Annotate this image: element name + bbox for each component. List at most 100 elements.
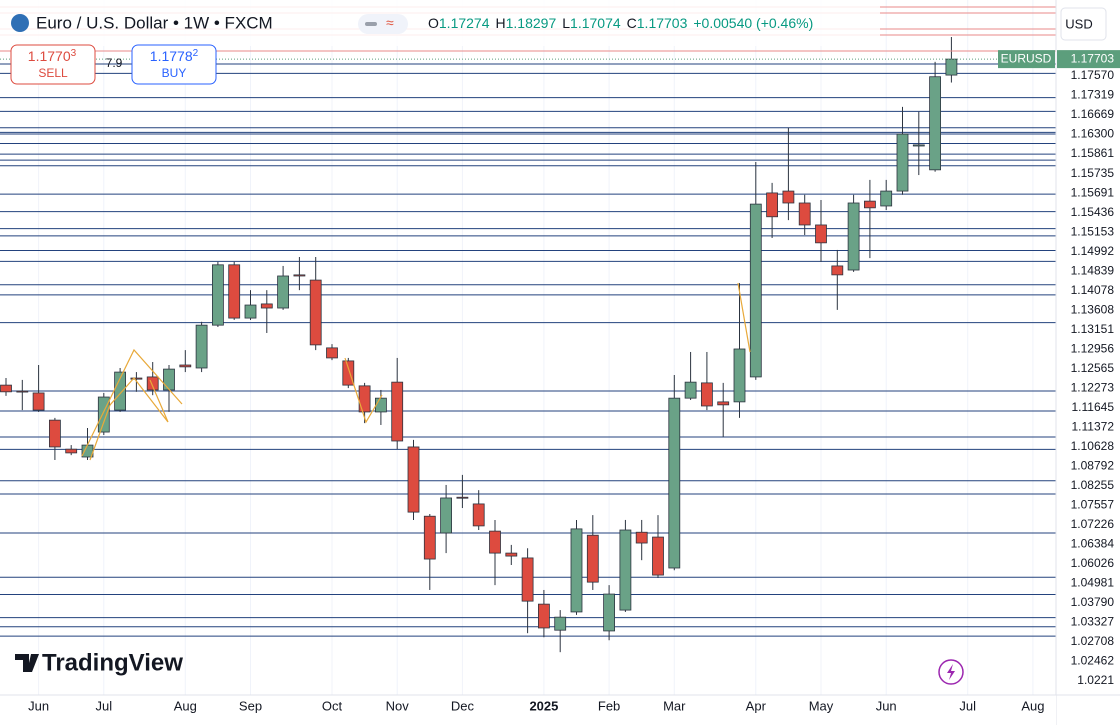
pattern-line [81, 348, 183, 457]
level-label: 1.07557 [1071, 498, 1115, 512]
candle-body [114, 371, 126, 411]
currency[interactable]: USD [1065, 16, 1092, 31]
level-label: 1.17570 [1071, 68, 1115, 82]
x-tick-label: Feb [598, 698, 620, 713]
buy-button[interactable] [131, 44, 217, 85]
x-tick-label: Nov [386, 698, 410, 713]
candle-body [358, 385, 371, 413]
buy-price[interactable]: 1.17782 [150, 48, 199, 64]
candle-body [619, 529, 632, 611]
currency-button[interactable] [1060, 7, 1107, 41]
candle-body [130, 377, 143, 380]
ohlc-key: O [428, 15, 439, 31]
logo-text: TradingView [42, 649, 183, 676]
logo-mark [15, 654, 39, 672]
x-tick-label: Apr [746, 698, 767, 713]
level-label: 1.17319 [1071, 88, 1115, 102]
x-tick-label: Mar [663, 698, 686, 713]
x-tick-label: Aug [1021, 698, 1044, 713]
candle-body [309, 279, 322, 346]
level-label: 1.16300 [1071, 127, 1115, 141]
level-label: 1.03790 [1071, 595, 1115, 609]
candle-body [929, 76, 941, 171]
x-tick-label: Sep [239, 698, 262, 713]
level-label: 1.12956 [1071, 341, 1115, 355]
candle-body [179, 364, 192, 368]
candle-body [146, 376, 159, 391]
level-label: 1.13608 [1071, 302, 1115, 316]
symbol-title[interactable]: Euro / U.S. Dollar • 1W • FXCM [36, 13, 273, 32]
x-tick-label: Dec [451, 698, 475, 713]
candle-body [815, 224, 827, 244]
candle-body [505, 552, 518, 557]
overlay: EURUSD 1.17703 [998, 50, 1120, 69]
candle-body [0, 384, 12, 393]
candle-body [32, 392, 45, 411]
candle-body [831, 265, 844, 276]
header-bg [0, 0, 880, 46]
x-tick-label: Jun [876, 698, 897, 713]
x-tick-label: Jul [95, 698, 112, 713]
level-label: 1.11645 [1072, 400, 1115, 414]
sell-price-sup: 3 [71, 48, 77, 59]
candle-body [195, 324, 208, 369]
ohlc-key: L [562, 15, 570, 31]
buy-label[interactable]: BUY [162, 66, 187, 80]
candle-body [163, 368, 175, 391]
candle-body [766, 192, 778, 218]
candle-body [717, 401, 730, 406]
spread: 7.9 [106, 56, 123, 70]
candle-body [733, 348, 746, 403]
candle-body [211, 264, 224, 326]
ohlc-value: 1.17274 [439, 15, 490, 31]
sell-button[interactable] [10, 44, 96, 85]
candle-body [472, 503, 485, 527]
level-label: 1.14078 [1071, 283, 1115, 297]
x-tick-label: Aug [174, 698, 197, 713]
x-tick-label: May [809, 698, 834, 713]
last-price-label: 1.17703 [1071, 51, 1115, 65]
level-label: 1.11372 [1072, 419, 1115, 433]
price-axis [1056, 0, 1120, 725]
candle-body [603, 593, 615, 632]
level-label: 1.15153 [1071, 224, 1115, 238]
sell-price[interactable]: 1.17703 [28, 48, 77, 64]
candle-body [652, 536, 664, 576]
ohlc-value: 1.18297 [506, 15, 557, 31]
level-label: 1.15691 [1071, 185, 1115, 199]
pattern-drawings [81, 282, 751, 461]
candle-body [749, 203, 762, 378]
symbol-icon[interactable] [11, 14, 29, 32]
candle-body [277, 275, 290, 309]
sell-label[interactable]: SELL [38, 66, 68, 80]
ohlc-value: 1.17703 [637, 15, 688, 31]
level-label: 1.15861 [1071, 146, 1115, 160]
level-label: 1.0221 [1077, 673, 1114, 687]
x-tick-label: Oct [322, 698, 343, 713]
candle-body [374, 397, 387, 413]
level-label: 1.12273 [1071, 380, 1115, 394]
candle-body [440, 497, 453, 534]
candle-body [244, 304, 257, 319]
level-label: 1.15735 [1071, 166, 1115, 180]
time-axis [0, 695, 1056, 725]
candle-body [293, 274, 306, 277]
candle-body [260, 303, 273, 309]
level-label: 1.02708 [1071, 634, 1115, 648]
candle-body [538, 603, 550, 629]
candle-body [391, 381, 404, 442]
level-label: 1.10628 [1071, 439, 1115, 453]
candle-body [701, 382, 713, 407]
candle-body [342, 360, 355, 386]
level-label: 1.08255 [1071, 478, 1115, 492]
symbol-badge: EURUSD [1001, 51, 1052, 65]
candle-body [586, 534, 599, 583]
candle-body [912, 144, 925, 147]
candle-body [945, 58, 958, 76]
last-price-bg [1057, 50, 1120, 69]
pattern-line [89, 377, 169, 461]
buy-price-sup: 2 [193, 48, 199, 59]
candle-body [684, 381, 697, 399]
ohlc-change: +0.00540 (+0.46%) [693, 15, 813, 31]
